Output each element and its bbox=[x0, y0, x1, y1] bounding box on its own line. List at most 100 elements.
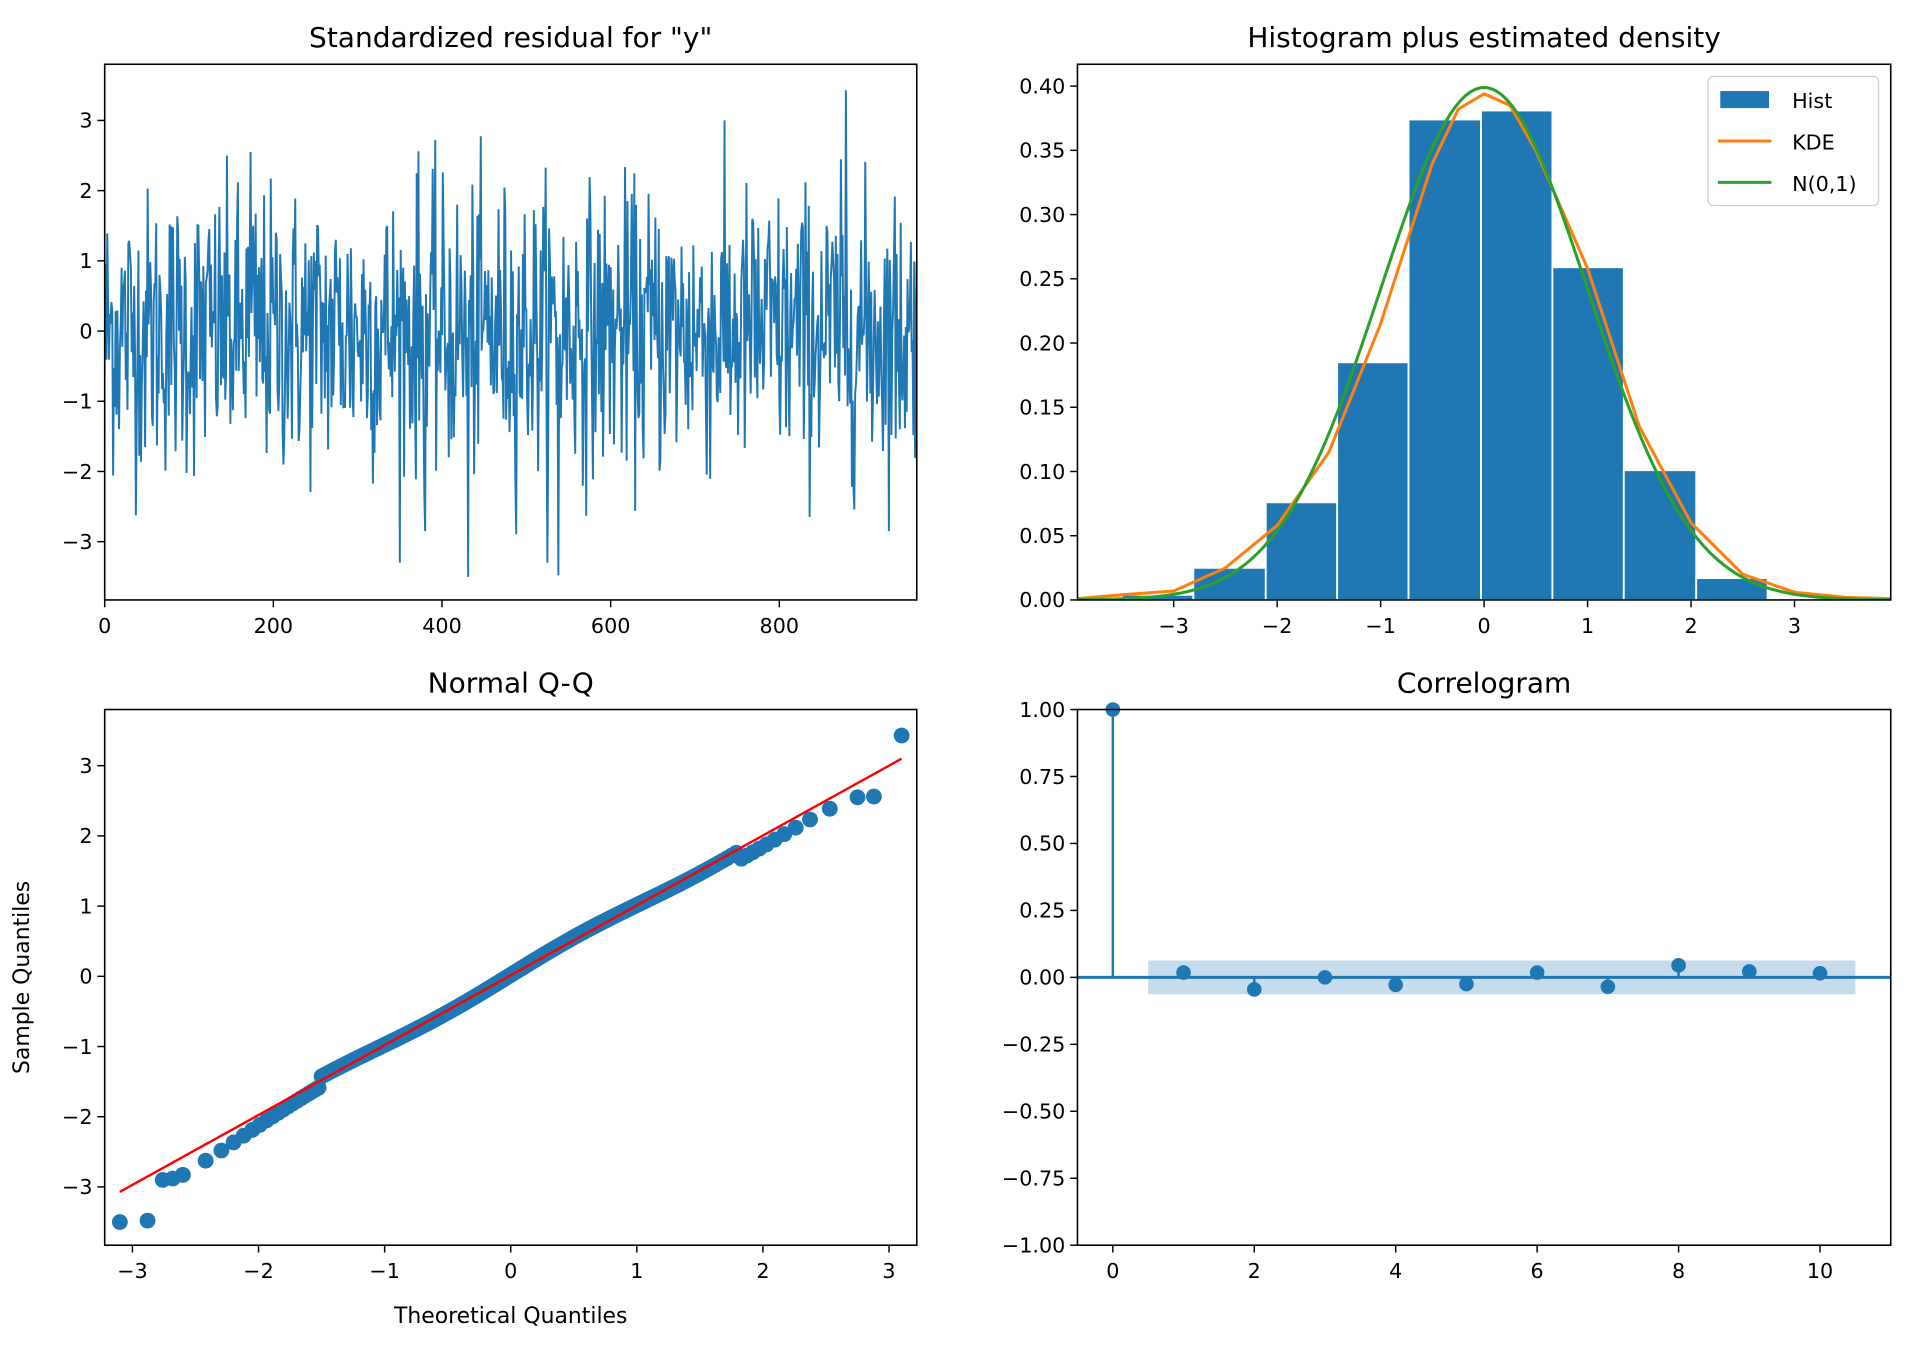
x-tick-label: 1 bbox=[1581, 614, 1594, 638]
x-tick-label: 200 bbox=[254, 614, 294, 638]
chart-title: Standardized residual for "y" bbox=[309, 21, 712, 54]
x-axis-label: Theoretical Quantiles bbox=[393, 1304, 627, 1329]
y-tick-label: 3 bbox=[79, 754, 92, 778]
acf-marker bbox=[1317, 970, 1333, 985]
x-tick-label: 8 bbox=[1672, 1259, 1685, 1283]
acf-marker bbox=[1388, 977, 1404, 993]
residual-series-line bbox=[104, 90, 917, 577]
histogram-bar bbox=[1551, 266, 1625, 601]
x-tick-label: 1 bbox=[630, 1259, 643, 1283]
histogram-bar bbox=[1264, 501, 1339, 601]
reference-line bbox=[119, 757, 903, 1193]
histogram-bar bbox=[1336, 361, 1410, 601]
acf-marker bbox=[1671, 958, 1686, 973]
acf-marker bbox=[1529, 965, 1545, 980]
acf-marker bbox=[1600, 979, 1616, 995]
y-tick-label: −0.50 bbox=[1002, 1100, 1065, 1124]
qq-plot: Normal Q-Q −3 −2 −1 0 1 2 3 −3 −2 −1 0 1 2 3 Theoretica… bbox=[10, 666, 918, 1329]
x-tick-label: −3 bbox=[1158, 614, 1189, 638]
y-tick-label: 0.75 bbox=[1019, 765, 1065, 789]
x-tick-label: −2 bbox=[1262, 614, 1293, 638]
axes-frame bbox=[103, 63, 918, 601]
y-tick-label: −0.25 bbox=[1002, 1033, 1065, 1057]
y-tick-label: 0.15 bbox=[1019, 396, 1065, 420]
axes-frame bbox=[103, 708, 918, 1247]
histogram-bar bbox=[1480, 109, 1554, 601]
qq-point bbox=[164, 1170, 181, 1187]
y-tick-label: 0 bbox=[79, 319, 92, 343]
y-tick-label: 0.20 bbox=[1019, 331, 1065, 355]
qq-point bbox=[139, 1212, 156, 1229]
y-axis-label: Sample Quantiles bbox=[10, 881, 35, 1074]
y-tick-label: 0 bbox=[79, 965, 92, 989]
acf-marker bbox=[1459, 976, 1474, 992]
x-tick-label: 2 bbox=[756, 1259, 769, 1283]
y-tick-label: 0.40 bbox=[1019, 74, 1065, 98]
kde-line bbox=[1077, 92, 1891, 600]
x-tick-label: 10 bbox=[1807, 1259, 1833, 1283]
qq-point bbox=[849, 789, 866, 806]
qq-point bbox=[821, 800, 838, 817]
acf-marker bbox=[1176, 965, 1191, 980]
y-tick-label: −2 bbox=[62, 1105, 93, 1129]
y-tick-label: 0.05 bbox=[1019, 524, 1065, 548]
y-tick-label: 1.00 bbox=[1019, 698, 1065, 722]
chart-title: Histogram plus estimated density bbox=[1247, 21, 1720, 54]
x-tick-label: 2 bbox=[1684, 614, 1697, 638]
residual-plot: Standardized residual for "y" 0 200 400 600 8… bbox=[62, 21, 918, 638]
x-tick-label: 0 bbox=[1478, 614, 1491, 638]
y-tick-label: 0.25 bbox=[1019, 899, 1065, 923]
y-tick-label: 2 bbox=[79, 179, 92, 203]
x-tick-label: 3 bbox=[882, 1259, 895, 1283]
histogram-bar bbox=[1695, 577, 1769, 601]
y-tick-label: 0.00 bbox=[1019, 588, 1065, 612]
x-tick-label: 3 bbox=[1788, 614, 1801, 638]
acf-marker bbox=[1812, 966, 1828, 981]
legend-hist-swatch bbox=[1720, 91, 1769, 109]
x-tick-label: −2 bbox=[243, 1259, 274, 1283]
qq-point bbox=[893, 727, 910, 744]
chart-title: Normal Q-Q bbox=[428, 666, 594, 699]
x-tick-label: 600 bbox=[591, 614, 631, 638]
y-tick-label: 3 bbox=[79, 109, 92, 133]
x-tick-label: 0 bbox=[98, 614, 111, 638]
x-tick-label: 4 bbox=[1389, 1259, 1402, 1283]
y-tick-label: −1.00 bbox=[1002, 1234, 1065, 1258]
y-tick-label: 1 bbox=[79, 249, 92, 273]
y-tick-label: −3 bbox=[62, 530, 93, 554]
legend-normal-label: N(0,1) bbox=[1792, 172, 1857, 196]
axes-frame bbox=[1076, 63, 1892, 601]
qq-point bbox=[787, 819, 804, 836]
x-tick-label: −1 bbox=[1365, 614, 1396, 638]
y-tick-label: 0.30 bbox=[1019, 203, 1065, 227]
histogram-bar bbox=[1407, 118, 1482, 601]
histogram-bar bbox=[1192, 566, 1267, 601]
y-tick-label: −2 bbox=[62, 460, 93, 484]
histogram-plot: Histogram plus estimated density −3 −2 −1 0 1… bbox=[1019, 21, 1892, 638]
x-tick-label: 0 bbox=[504, 1259, 517, 1283]
normal-density-line bbox=[1077, 86, 1890, 600]
y-tick-label: −3 bbox=[62, 1175, 93, 1199]
y-tick-label: 0.25 bbox=[1019, 267, 1065, 291]
legend: Hist KDE N(0,1) bbox=[1707, 75, 1880, 207]
histogram-bar bbox=[1622, 469, 1698, 601]
x-tick-label: 800 bbox=[760, 614, 800, 638]
qq-point bbox=[865, 788, 882, 805]
x-tick-label: 2 bbox=[1248, 1259, 1261, 1283]
x-tick-label: 6 bbox=[1531, 1259, 1544, 1283]
y-tick-label: 1 bbox=[79, 894, 92, 918]
y-tick-label: 0.00 bbox=[1019, 966, 1065, 990]
qq-point bbox=[213, 1142, 230, 1159]
qq-point bbox=[111, 1214, 128, 1230]
legend-kde-label: KDE bbox=[1792, 130, 1835, 154]
qq-point bbox=[197, 1152, 214, 1169]
y-tick-label: 0.50 bbox=[1019, 832, 1065, 856]
y-tick-label: 0.10 bbox=[1019, 460, 1065, 484]
y-tick-label: −1 bbox=[62, 1035, 93, 1059]
acf-marker bbox=[1741, 964, 1757, 979]
x-tick-label: 0 bbox=[1106, 1259, 1119, 1283]
acf-marker bbox=[1246, 982, 1262, 997]
y-tick-label: −0.75 bbox=[1002, 1167, 1065, 1191]
chart-title: Correlogram bbox=[1397, 666, 1571, 699]
